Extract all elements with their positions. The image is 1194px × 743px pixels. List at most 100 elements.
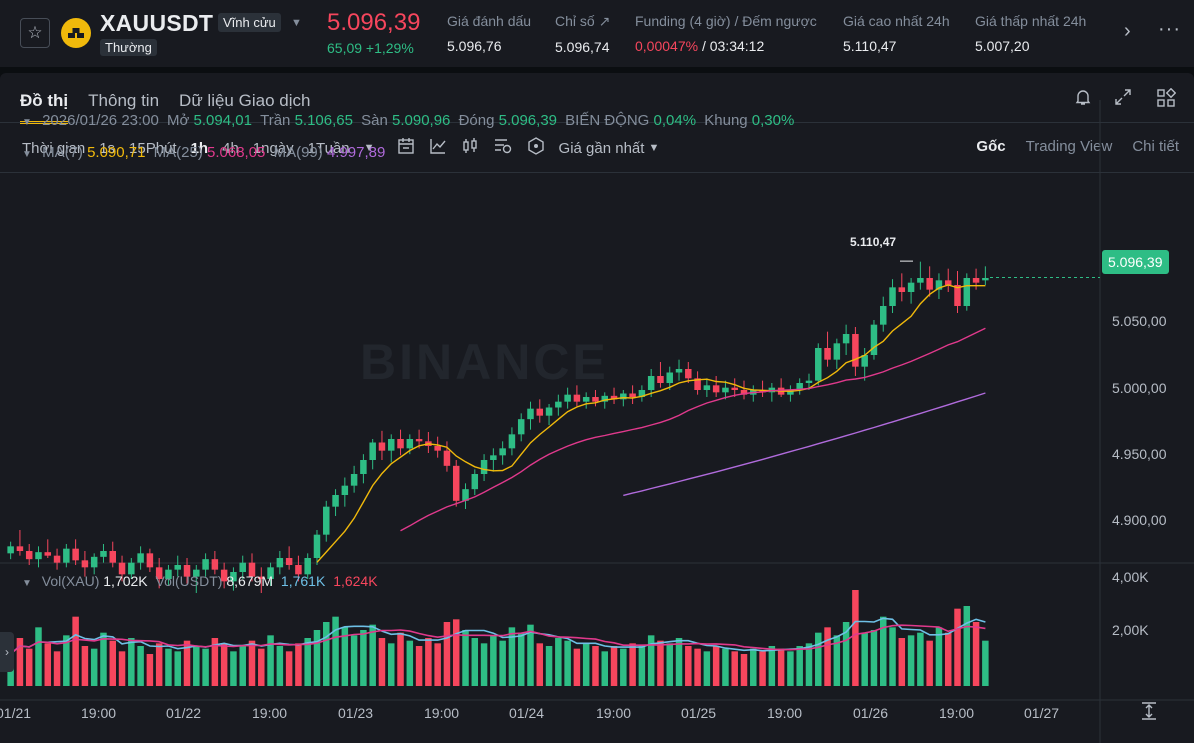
candle-body bbox=[202, 559, 209, 570]
chevron-down-icon[interactable]: ▼ bbox=[291, 17, 302, 29]
volume-bar bbox=[898, 638, 906, 686]
candle-body bbox=[870, 324, 878, 355]
fullscreen-icon[interactable] bbox=[1114, 88, 1132, 111]
candle-body bbox=[415, 439, 423, 442]
volume-bar bbox=[517, 632, 525, 686]
chevron-right-icon[interactable]: › bbox=[0, 632, 14, 672]
volume-bar bbox=[109, 640, 117, 686]
candle-body bbox=[193, 569, 200, 577]
interval-label: Thời gian bbox=[22, 139, 86, 157]
candle-body bbox=[805, 380, 813, 383]
range-label: Khung bbox=[704, 112, 748, 129]
candle-body bbox=[53, 555, 61, 563]
collapse-icon[interactable]: ▼ bbox=[22, 578, 32, 589]
candle-body bbox=[740, 390, 748, 395]
index-price-stat[interactable]: Chỉ số ↗ 5.096,74 bbox=[555, 13, 610, 55]
candle-body bbox=[555, 401, 562, 408]
candle-body bbox=[564, 394, 571, 402]
volume-bar bbox=[90, 648, 98, 686]
volume-bar bbox=[564, 640, 571, 686]
chart-settings-icon[interactable] bbox=[493, 137, 513, 160]
volume-bar bbox=[258, 648, 265, 686]
candle-body bbox=[295, 565, 302, 575]
stat-label: Giá đánh dấu bbox=[447, 13, 532, 29]
candle-body bbox=[629, 393, 636, 397]
chevron-right-icon[interactable]: › bbox=[1124, 20, 1131, 42]
volume-bar bbox=[647, 635, 655, 686]
close-label: Đóng bbox=[458, 112, 495, 129]
price-type-select[interactable]: Giá gần nhất bbox=[558, 139, 645, 157]
more-icon[interactable]: ··· bbox=[1158, 18, 1181, 40]
range-value: 0,30% bbox=[751, 112, 795, 129]
contract-type-badge: Vĩnh cửu bbox=[218, 13, 281, 32]
candle-body bbox=[174, 565, 181, 570]
volume-bar bbox=[128, 638, 135, 686]
volume-bar bbox=[657, 640, 664, 686]
interval-toolbar: Thời gian 1s 15Phút 1h 4h 1ngày 1Tuần ▼ … bbox=[22, 136, 673, 160]
stat-label: Chỉ số ↗ bbox=[555, 13, 611, 29]
candle-body bbox=[118, 562, 126, 575]
view-depth[interactable]: Chi tiết bbox=[1132, 138, 1179, 155]
drawing-tool-icon[interactable] bbox=[527, 136, 545, 160]
interval-1w[interactable]: 1Tuần bbox=[307, 139, 350, 157]
calendar-icon[interactable] bbox=[397, 137, 415, 160]
indicator-icon[interactable] bbox=[429, 137, 447, 160]
view-original[interactable]: Gốc bbox=[976, 138, 1006, 155]
volume-bar bbox=[805, 643, 813, 686]
stat-value: 5.096,76 bbox=[447, 38, 502, 54]
normal-badge: Thường bbox=[100, 39, 157, 56]
interval-4h[interactable]: 4h bbox=[222, 139, 239, 157]
candle-body bbox=[490, 455, 497, 460]
x-tick-label: 19:00 bbox=[81, 705, 117, 721]
volume-bar bbox=[174, 651, 181, 686]
view-tradingview[interactable]: Trading View bbox=[1025, 138, 1113, 155]
candle-body bbox=[350, 474, 358, 486]
candle-body bbox=[536, 408, 544, 416]
interval-dropdown-icon[interactable]: ▼ bbox=[363, 142, 375, 154]
volume-bar bbox=[425, 638, 432, 686]
volume-bar bbox=[220, 643, 228, 686]
star-icon[interactable]: ☆ bbox=[20, 18, 50, 48]
candle-type-icon[interactable] bbox=[461, 137, 479, 160]
low-value: 5.090,96 bbox=[392, 112, 451, 129]
volume-bar bbox=[879, 616, 887, 686]
tab-trading-data[interactable]: Dữ liệu Giao dịch bbox=[179, 91, 311, 110]
volume-bar bbox=[480, 643, 488, 686]
x-tick-label: 19:00 bbox=[767, 705, 803, 721]
ohlc-legend: ▼ 2026/01/26 23:00 Mở 5.094,01 Trần 5.10… bbox=[22, 112, 794, 129]
interval-1s[interactable]: 1s bbox=[99, 139, 116, 157]
scale-reset-icon[interactable] bbox=[1140, 701, 1158, 726]
candle-body bbox=[926, 278, 933, 290]
layout-icon[interactable] bbox=[1156, 87, 1177, 113]
stat-value: 5.110,47 bbox=[843, 38, 897, 54]
volume-bar bbox=[666, 643, 673, 686]
candle-body bbox=[972, 278, 980, 283]
collapse-icon[interactable]: ▼ bbox=[22, 117, 32, 128]
volume-bar bbox=[155, 643, 163, 686]
candle-body bbox=[824, 348, 831, 360]
bell-icon[interactable] bbox=[1074, 88, 1092, 111]
ma99-label: MA(99) bbox=[273, 144, 323, 161]
symbol-title[interactable]: XAUUSDT bbox=[100, 10, 214, 36]
ma7-label: MA(7) bbox=[42, 144, 83, 161]
candlestick-chart[interactable] bbox=[0, 100, 1194, 743]
candle-body bbox=[703, 385, 711, 390]
interval-15m[interactable]: 15Phút bbox=[129, 139, 177, 157]
chevron-down-icon[interactable]: ▼ bbox=[648, 142, 660, 154]
candle-body bbox=[16, 546, 24, 551]
vol-tick-label: 2,00K bbox=[1112, 622, 1149, 638]
volume-bar bbox=[387, 643, 395, 686]
candle-body bbox=[954, 285, 961, 306]
low-label: Sàn bbox=[361, 112, 388, 129]
volume-ma10-line bbox=[10, 624, 986, 655]
volume-bar bbox=[397, 632, 404, 686]
tab-info[interactable]: Thông tin bbox=[88, 91, 160, 110]
volume-bar bbox=[183, 640, 191, 686]
interval-1d[interactable]: 1ngày bbox=[252, 139, 294, 157]
volume-bar bbox=[833, 635, 841, 686]
interval-1h[interactable]: 1h bbox=[190, 139, 209, 157]
ma25-value: 5.068,05 bbox=[207, 144, 266, 161]
collapse-icon[interactable]: ▼ bbox=[22, 149, 32, 160]
volume-bar bbox=[963, 606, 971, 686]
x-tick-label: 19:00 bbox=[252, 705, 288, 721]
